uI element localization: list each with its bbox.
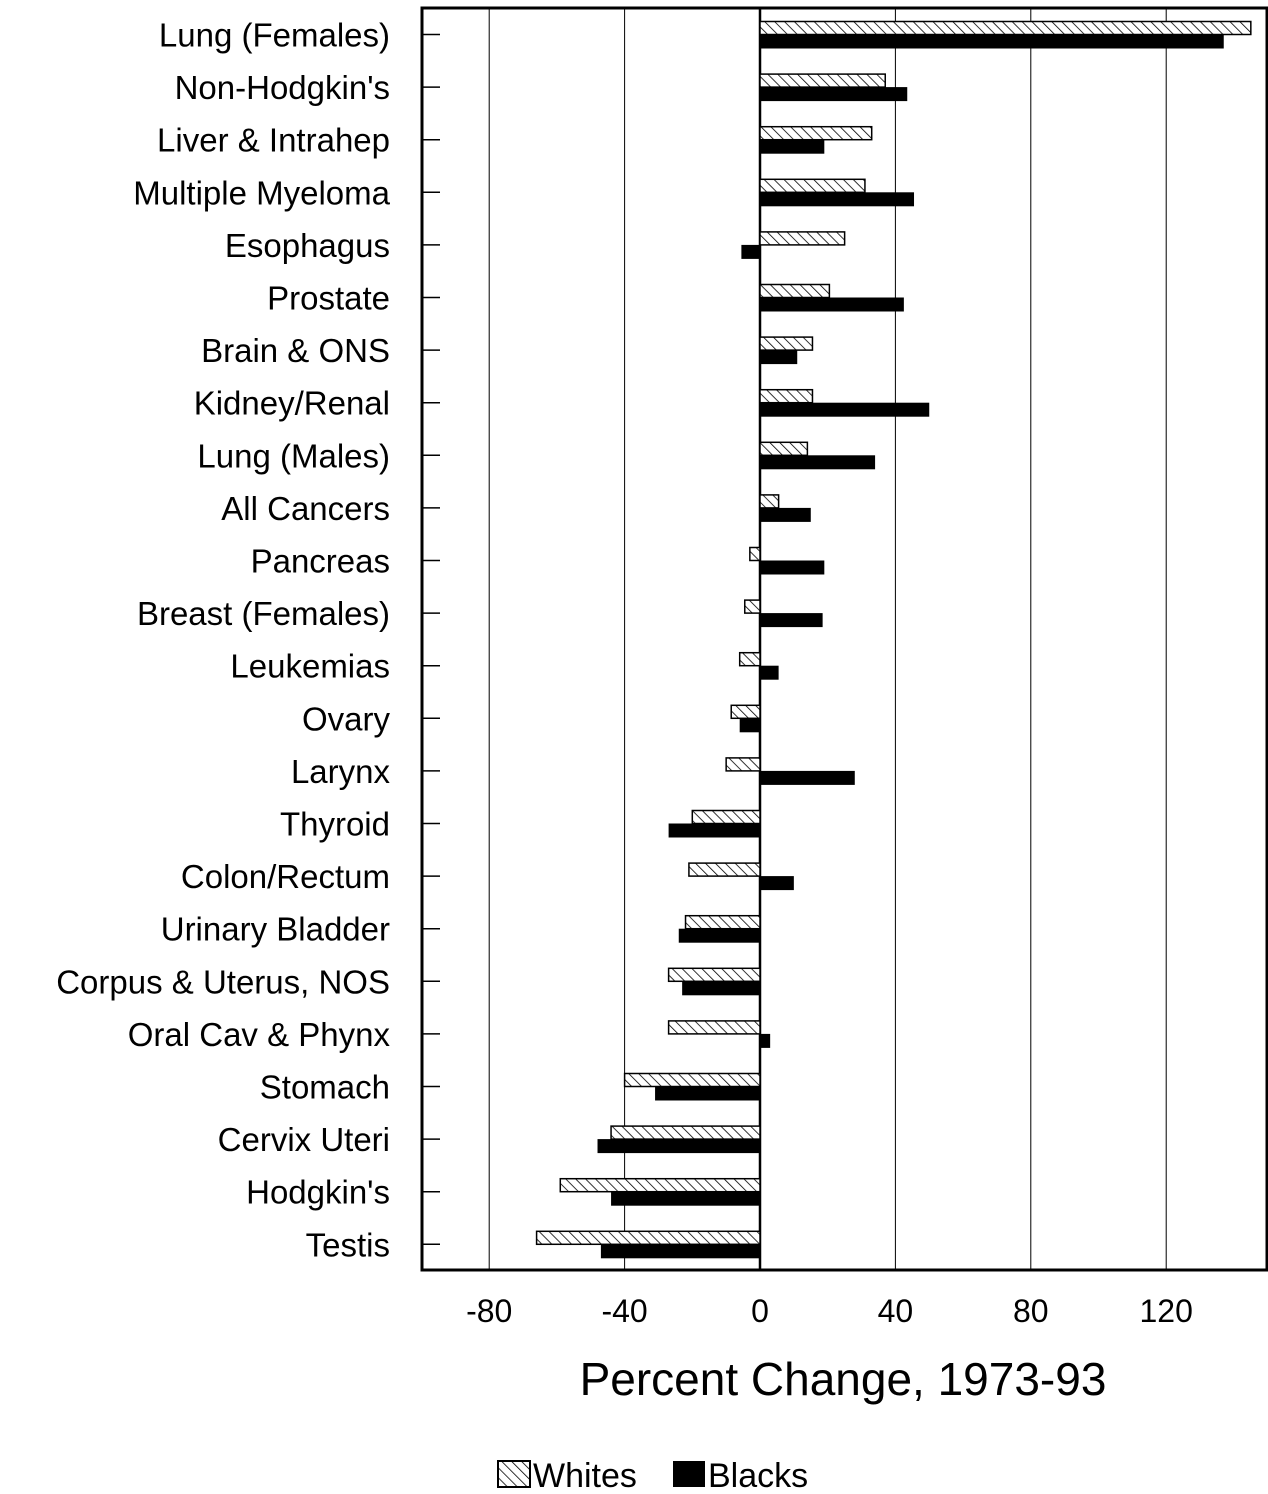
bar-whites xyxy=(738,651,761,667)
x-tick-label: -80 xyxy=(466,1293,512,1329)
bar-blacks xyxy=(760,1033,771,1048)
bar-whites xyxy=(759,20,1252,36)
bar-blacks xyxy=(760,34,1224,49)
category-label: Kidney/Renal xyxy=(194,385,390,422)
bar-whites xyxy=(559,1177,761,1193)
bar-blacks xyxy=(655,1086,760,1101)
bar-blacks xyxy=(760,297,904,312)
category-label: Pancreas xyxy=(251,543,390,580)
bar-blacks xyxy=(760,770,855,785)
bar-whites xyxy=(667,1020,761,1035)
bar-whites xyxy=(535,1230,761,1246)
bar-blacks xyxy=(739,718,760,733)
bar-whites xyxy=(623,1072,761,1088)
bar-blacks xyxy=(678,928,760,943)
bar-whites xyxy=(684,914,761,930)
legend-label-whites: Whites xyxy=(533,1457,637,1494)
bar-whites xyxy=(667,967,761,983)
bar-whites xyxy=(744,599,761,614)
bar-whites xyxy=(759,336,814,351)
bar-whites xyxy=(759,231,846,246)
category-label: Thyroid xyxy=(280,806,390,843)
category-label: Hodgkin's xyxy=(246,1174,390,1211)
x-tick-label: -40 xyxy=(601,1293,647,1329)
category-label: Oral Cav & Phynx xyxy=(128,1016,391,1053)
category-label: Colon/Rectum xyxy=(181,858,390,895)
category-label: Esophagus xyxy=(225,227,390,264)
bar-blacks xyxy=(741,244,760,259)
category-label: All Cancers xyxy=(221,490,390,527)
category-label: Liver & Intrahep xyxy=(157,122,390,159)
bar-whites xyxy=(759,388,814,404)
category-label: Testis xyxy=(306,1226,390,1263)
bar-blacks xyxy=(760,613,823,628)
bar-whites xyxy=(730,704,761,720)
category-label: Urinary Bladder xyxy=(161,911,390,948)
category-label: Corpus & Uterus, NOS xyxy=(56,963,390,1000)
bar-blacks xyxy=(760,139,825,154)
category-label: Cervix Uteri xyxy=(218,1121,390,1158)
category-label: Breast (Females) xyxy=(137,595,390,632)
bar-whites xyxy=(691,809,761,825)
category-label: Brain & ONS xyxy=(201,332,390,369)
bar-blacks xyxy=(760,876,794,891)
x-axis-title: Percent Change, 1973-93 xyxy=(580,1353,1107,1405)
bar-blacks xyxy=(760,507,811,522)
legend-swatch-whites xyxy=(497,1460,531,1488)
bar-blacks xyxy=(682,981,760,996)
bar-whites xyxy=(759,283,831,299)
x-tick-label: 80 xyxy=(1013,1293,1049,1329)
legend-label-blacks: Blacks xyxy=(708,1457,808,1494)
bar-whites xyxy=(610,1125,761,1140)
category-label: Multiple Myeloma xyxy=(133,174,390,211)
x-tick-label: 40 xyxy=(878,1293,914,1329)
bar-whites xyxy=(759,125,873,141)
bar-blacks xyxy=(760,665,779,680)
bar-blacks xyxy=(597,1139,760,1154)
bar-whites xyxy=(759,178,866,194)
bar-blacks xyxy=(611,1191,760,1206)
bar-whites xyxy=(759,73,886,88)
bar-blacks xyxy=(760,87,908,102)
bar-blacks xyxy=(668,823,760,838)
bar-whites xyxy=(725,757,761,772)
category-label: Prostate xyxy=(267,280,390,317)
bar-whites xyxy=(759,441,809,457)
bar-blacks xyxy=(760,350,798,365)
legend: Whites Blacks xyxy=(497,1457,808,1494)
bar-blacks xyxy=(760,402,930,417)
category-label: Stomach xyxy=(260,1069,390,1106)
bar-whites xyxy=(759,494,780,509)
x-tick-label: 0 xyxy=(751,1293,769,1329)
category-label: Leukemias xyxy=(230,648,390,685)
category-label: Lung (Females) xyxy=(159,17,390,54)
bar-blacks xyxy=(600,1244,760,1259)
bar-whites xyxy=(688,862,761,877)
category-label: Larynx xyxy=(291,753,391,790)
bar-blacks xyxy=(760,455,876,470)
bar-blacks xyxy=(760,560,825,575)
plot-frame xyxy=(420,6,1268,1272)
bar-whites xyxy=(749,546,761,562)
category-label: Lung (Males) xyxy=(197,437,390,474)
category-label: Ovary xyxy=(302,700,391,737)
x-tick-label: 120 xyxy=(1140,1293,1193,1329)
bar-blacks xyxy=(760,192,915,207)
category-label: Non-Hodgkin's xyxy=(175,69,390,106)
legend-swatch-blacks xyxy=(673,1461,705,1487)
